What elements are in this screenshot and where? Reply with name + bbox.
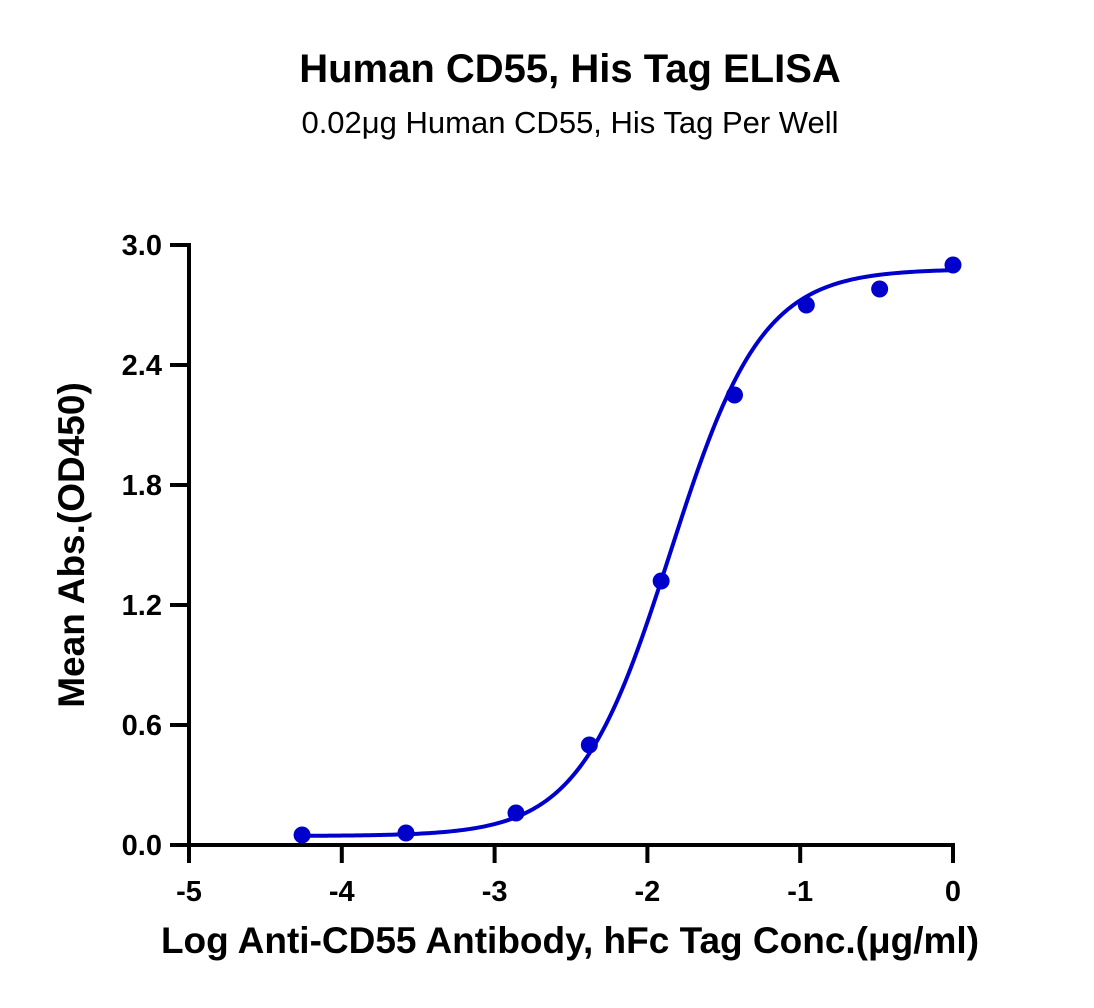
x-tick-label: -1 [787,876,813,908]
y-tick-label: 1.2 [122,590,162,622]
chart-title: Human CD55, His Tag ELISA [299,47,841,91]
x-axis-ticks: -5 -4 -3 -2 -1 0 [176,845,961,908]
data-point [293,826,311,844]
fit-curve [300,268,955,838]
data-point [944,256,962,274]
y-tick-label: 1.8 [122,470,162,502]
data-point [725,386,743,404]
data-point [397,824,415,842]
data-points [293,256,962,844]
y-axis-label: Mean Abs.(OD450) [51,382,92,708]
data-point [507,804,525,822]
x-tick-label: -2 [635,876,661,908]
y-tick-label: 3.0 [122,230,162,262]
x-tick-label: -3 [482,876,508,908]
data-point [580,736,598,754]
x-tick-label: -5 [176,876,202,908]
y-axis-ticks: 0.0 0.6 1.2 1.8 2.4 3.0 [122,230,189,862]
x-tick-label: -4 [329,876,355,908]
y-tick-label: 0.0 [122,830,162,862]
data-point [652,572,670,590]
x-axis-label: Log Anti-CD55 Antibody, hFc Tag Conc.(μg… [161,920,979,961]
data-point [797,296,815,314]
y-tick-label: 0.6 [122,710,162,742]
x-tick-label: 0 [945,876,961,908]
data-point [871,280,889,298]
y-tick-label: 2.4 [122,350,162,382]
chart-subtitle: 0.02μg Human CD55, His Tag Per Well [301,105,838,140]
